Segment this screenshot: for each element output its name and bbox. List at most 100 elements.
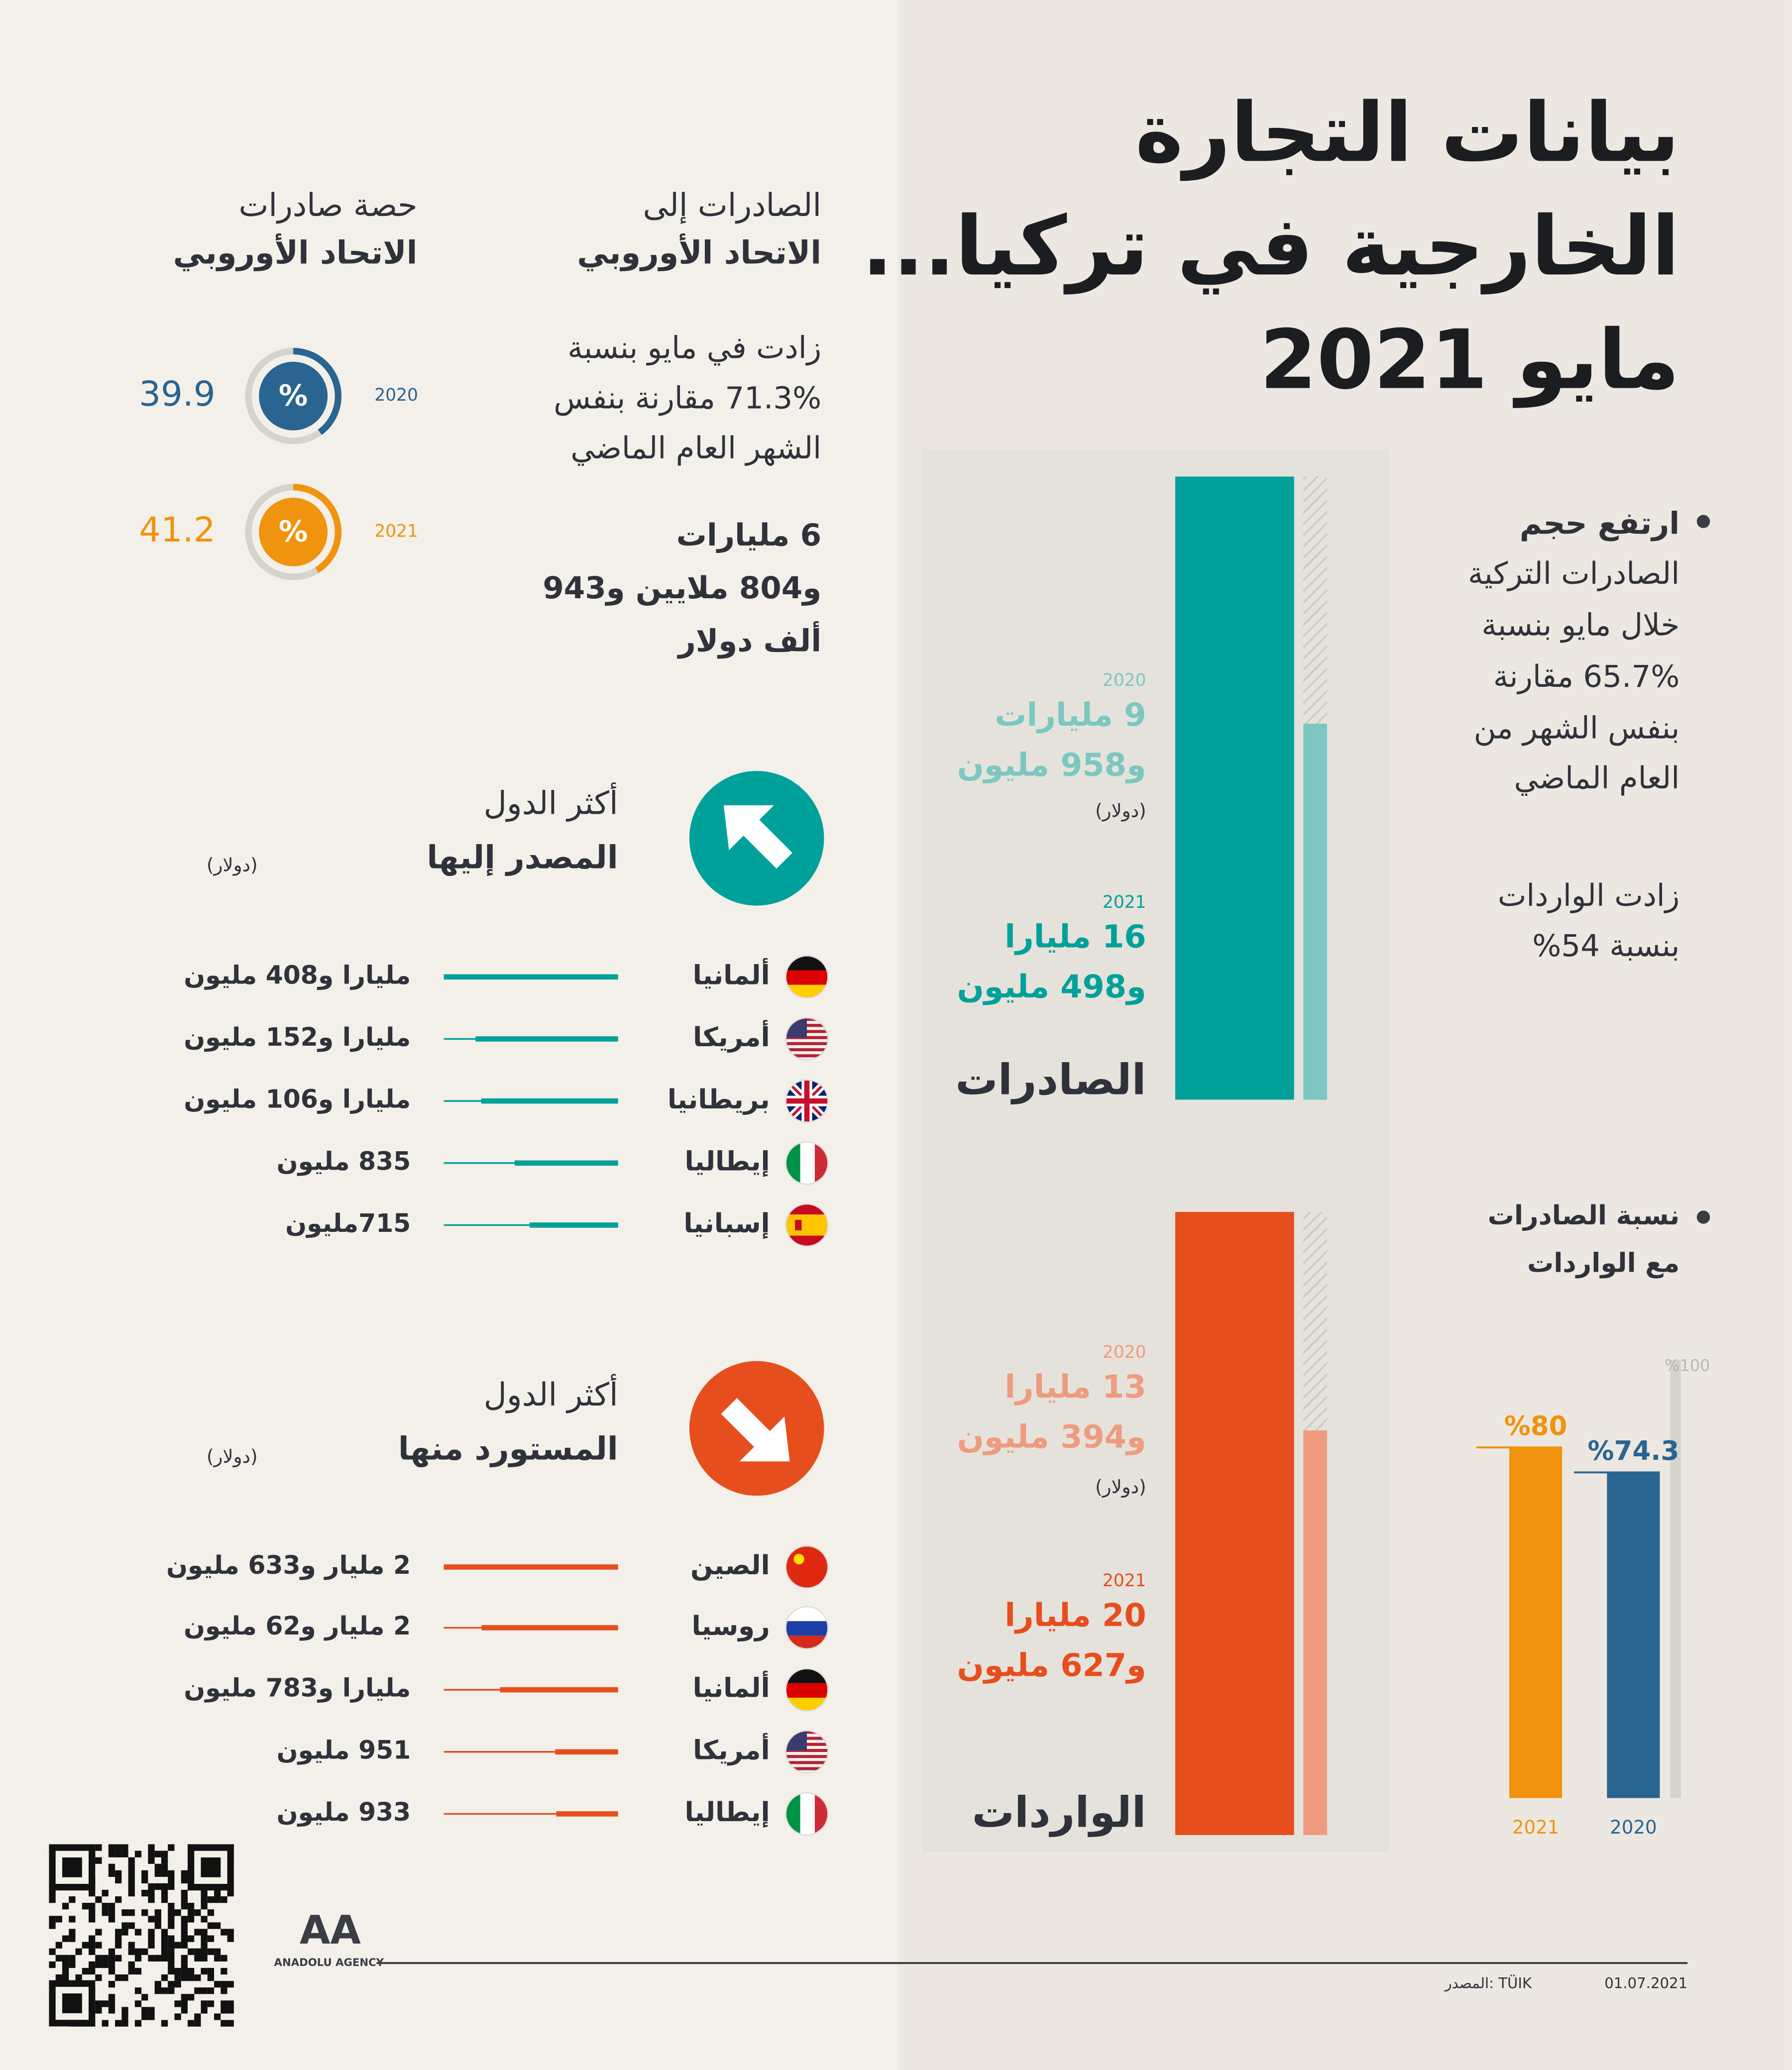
qr-dot	[221, 1981, 227, 1988]
qr-dot	[95, 1844, 102, 1851]
qr-dot	[128, 1922, 135, 1929]
qr-dot	[102, 1903, 109, 1910]
qr-dot	[201, 1987, 208, 1994]
qr-dot	[161, 1883, 168, 1890]
flag-part	[800, 1142, 815, 1185]
bar-value-label: و394 مليون	[957, 1419, 1146, 1456]
qr-dot	[174, 1967, 181, 1975]
qr-dot	[62, 1955, 69, 1961]
qr-dot	[161, 1974, 168, 1981]
qr-dot	[161, 2020, 168, 2027]
qr-dot	[168, 1922, 175, 1929]
country-value-label: مليارا و106 مليون	[184, 1085, 411, 1114]
qr-dot	[102, 2020, 109, 2027]
qr-dot	[62, 1961, 69, 1968]
qr-dot	[82, 1967, 89, 1975]
qr-dot	[102, 1955, 109, 1961]
qr-dot	[154, 1863, 161, 1870]
flag-border	[785, 1730, 829, 1774]
qr-dot	[95, 2007, 102, 2014]
flag-part	[785, 1545, 828, 1588]
qr-dot	[207, 2000, 215, 2007]
qr-dot	[95, 1896, 102, 1903]
flag	[785, 1545, 828, 1588]
qr-dot	[201, 1955, 208, 1961]
qr-dot	[89, 1909, 96, 1916]
qr-dot	[181, 1935, 188, 1942]
flag	[785, 1731, 828, 1770]
qr-finder	[62, 1993, 82, 2013]
flag-part	[785, 1761, 828, 1764]
country-value-label: مليارا و783 مليون	[184, 1673, 411, 1703]
qr-dot	[161, 1857, 168, 1864]
qr-dot	[207, 1922, 215, 1929]
flag	[785, 1142, 828, 1185]
flag-part	[785, 1621, 828, 1636]
qr-dot	[89, 1935, 96, 1942]
bar-year: 2021	[1103, 892, 1146, 912]
qr-dot	[115, 1942, 122, 1949]
qr-dot	[115, 1974, 122, 1981]
qr-dot	[128, 1876, 135, 1884]
qr-dot	[221, 1929, 227, 1936]
qr-dot	[168, 1961, 175, 1968]
qr-dot	[89, 1948, 96, 1955]
qr-dot	[201, 1967, 208, 1975]
qr-dot	[62, 1903, 69, 1910]
ring-arc	[245, 347, 341, 444]
qr-dot	[89, 1916, 96, 1923]
qr-dot	[141, 2013, 148, 2020]
qr-dot	[168, 1955, 175, 1961]
qr-dot	[201, 1916, 208, 1923]
qr-dot	[168, 1844, 175, 1851]
country-value-label: 715مليون	[285, 1208, 411, 1238]
qr-dot	[55, 1942, 62, 1949]
bar	[1175, 1211, 1294, 1835]
qr-dot	[69, 1961, 76, 1968]
flag-border	[785, 955, 829, 999]
flag-part	[785, 1214, 828, 1236]
qr-dot	[69, 1896, 76, 1903]
qr-dot	[121, 1844, 128, 1851]
qr-dot	[108, 1870, 115, 1877]
qr-dot	[134, 2020, 142, 2027]
qr-dot	[121, 2020, 128, 2027]
summary-line: الصادرات التركية	[1468, 556, 1680, 591]
qr-dot	[89, 1967, 96, 1975]
qr-dot	[154, 1883, 161, 1890]
qr-dot	[49, 1889, 56, 1897]
bullet	[1696, 515, 1710, 528]
ratio-bar	[1509, 1447, 1563, 1798]
qr-dot	[95, 2000, 102, 2007]
qr-dot	[181, 1942, 188, 1949]
qr-code	[49, 1844, 234, 2027]
qr-dot	[187, 1974, 195, 1981]
flag-part	[795, 1219, 802, 1231]
qr-dot	[95, 1929, 102, 1936]
qr-dot	[108, 1851, 115, 1857]
section-title: المصدر إليها	[427, 839, 618, 876]
flag-border	[785, 1668, 829, 1712]
qr-dot	[207, 1967, 215, 1975]
qr-dot	[201, 1889, 208, 1897]
qr-dot	[128, 1961, 135, 1968]
flag-part	[793, 1553, 804, 1565]
qr-dot	[174, 1981, 181, 1988]
qr-dot	[161, 1889, 168, 1897]
flag	[785, 1080, 828, 1122]
qr-dot	[161, 1929, 168, 1936]
eu-text: زادت في مايو بنسبة	[567, 330, 821, 365]
qr-dot	[168, 1942, 175, 1949]
qr-dot	[181, 1994, 188, 2001]
qr-dot	[108, 2007, 115, 2014]
qr-dot	[102, 1889, 109, 1897]
country-value-label: مليارا و408 مليون	[184, 960, 411, 990]
bar-value-label: 9 مليارات	[995, 697, 1146, 734]
summary-line: بنسبة 54%	[1532, 928, 1680, 964]
qr-dot	[115, 1851, 122, 1857]
qr-dot	[115, 2020, 122, 2027]
summary-line: خلال مايو بنسبة	[1481, 607, 1680, 643]
qr-dot	[168, 1981, 175, 1988]
qr-dot	[148, 1896, 155, 1903]
qr-dot	[168, 1876, 175, 1884]
